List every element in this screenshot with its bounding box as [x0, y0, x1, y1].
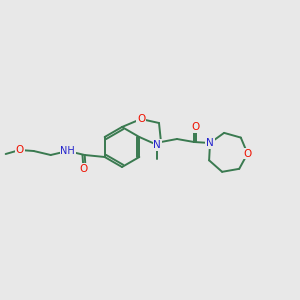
Text: O: O: [137, 114, 145, 124]
Text: N: N: [206, 138, 214, 148]
Text: O: O: [191, 122, 199, 132]
Text: O: O: [16, 145, 24, 155]
Text: NH: NH: [60, 146, 75, 156]
Text: O: O: [80, 164, 88, 174]
Text: N: N: [153, 140, 161, 150]
Text: O: O: [243, 148, 252, 159]
